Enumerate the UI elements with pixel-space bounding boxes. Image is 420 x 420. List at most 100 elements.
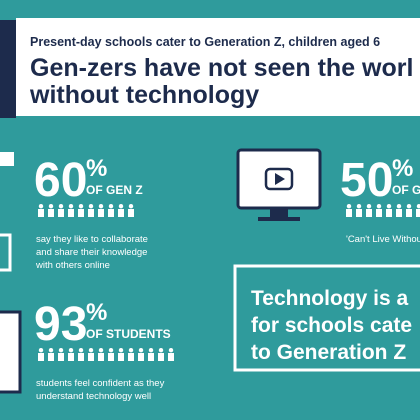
play-icon xyxy=(275,173,285,185)
stat-number: 93 xyxy=(34,298,87,351)
monitor-base xyxy=(258,217,300,221)
person-body xyxy=(48,353,54,361)
person-body xyxy=(128,209,134,217)
person-head xyxy=(88,204,94,209)
person-head xyxy=(108,204,114,209)
person-head xyxy=(386,204,392,209)
person-body xyxy=(118,209,124,217)
person-body xyxy=(108,353,114,361)
person-body xyxy=(38,353,44,361)
stat-text: say they like to collaborate xyxy=(36,234,148,245)
person-head xyxy=(128,348,134,353)
person-body xyxy=(68,353,74,361)
person-body xyxy=(138,353,144,361)
stat-unit: % xyxy=(86,299,107,326)
person-body xyxy=(148,353,154,361)
person-head xyxy=(158,348,164,353)
person-body xyxy=(88,209,94,217)
person-body xyxy=(68,209,74,217)
person-body xyxy=(128,353,134,361)
callout-line: for schools cate xyxy=(251,314,412,337)
person-head xyxy=(356,204,362,209)
stat-text: and share their knowledge xyxy=(36,247,147,258)
cropped-icon xyxy=(0,233,12,272)
person-head xyxy=(366,204,372,209)
stat-number: 60 xyxy=(34,154,87,207)
person-body xyxy=(58,209,64,217)
person-body xyxy=(108,209,114,217)
stat-unit: % xyxy=(86,155,107,182)
left-strip xyxy=(0,20,16,118)
title-line: without technology xyxy=(29,81,259,109)
person-head xyxy=(38,204,44,209)
people-row xyxy=(346,204,420,217)
stat-text: with others online xyxy=(35,260,110,271)
person-head xyxy=(376,204,382,209)
header-panel xyxy=(16,18,420,116)
person-head xyxy=(58,348,64,353)
person-head xyxy=(68,204,74,209)
person-body xyxy=(376,209,382,217)
person-head xyxy=(406,204,412,209)
person-head xyxy=(108,348,114,353)
callout-line: Technology is a xyxy=(251,287,408,310)
person-body xyxy=(48,209,54,217)
person-head xyxy=(48,348,54,353)
person-body xyxy=(396,209,402,217)
stat-text: understand technology well xyxy=(36,391,151,402)
person-head xyxy=(48,204,54,209)
person-head xyxy=(118,204,124,209)
person-head xyxy=(98,204,104,209)
person-body xyxy=(366,209,372,217)
play-frame xyxy=(264,167,294,191)
person-body xyxy=(78,209,84,217)
stat-text: students feel confident as they xyxy=(36,378,165,389)
people-row xyxy=(38,348,174,361)
person-head xyxy=(138,348,144,353)
monitor-stand xyxy=(270,208,288,218)
people-row xyxy=(38,204,134,217)
cropped-device xyxy=(0,310,22,394)
person-body xyxy=(406,209,412,217)
title-line: Gen-zers have not seen the worl xyxy=(30,54,413,82)
person-head xyxy=(98,348,104,353)
person-body xyxy=(38,209,44,217)
stat-group: OF GEN Z xyxy=(86,183,143,197)
person-head xyxy=(118,348,124,353)
stat-text: 'Can't Live Withou xyxy=(346,234,420,245)
person-head xyxy=(168,348,174,353)
person-body xyxy=(88,353,94,361)
stat-unit: % xyxy=(392,155,413,182)
stat-group: OF STUDENTS xyxy=(86,327,171,341)
person-body xyxy=(386,209,392,217)
person-body xyxy=(346,209,352,217)
person-body xyxy=(58,353,64,361)
person-head xyxy=(148,348,154,353)
person-body xyxy=(118,353,124,361)
person-head xyxy=(396,204,402,209)
subtitle: Present-day schools cater to Generation … xyxy=(30,35,380,49)
person-head xyxy=(78,204,84,209)
callout-box xyxy=(233,264,420,372)
person-head xyxy=(88,348,94,353)
person-body xyxy=(158,353,164,361)
person-head xyxy=(128,204,134,209)
person-head xyxy=(68,348,74,353)
person-head xyxy=(58,204,64,209)
person-body xyxy=(98,209,104,217)
person-head xyxy=(38,348,44,353)
callout-line: to Generation Z xyxy=(251,341,406,364)
stat-number: 50 xyxy=(340,154,393,207)
person-body xyxy=(356,209,362,217)
person-body xyxy=(416,209,420,217)
cropped-icon xyxy=(0,152,14,166)
person-body xyxy=(98,353,104,361)
person-body xyxy=(168,353,174,361)
person-body xyxy=(78,353,84,361)
person-head xyxy=(346,204,352,209)
stat-group: OF GE xyxy=(392,183,420,197)
person-head xyxy=(78,348,84,353)
person-head xyxy=(416,204,420,209)
